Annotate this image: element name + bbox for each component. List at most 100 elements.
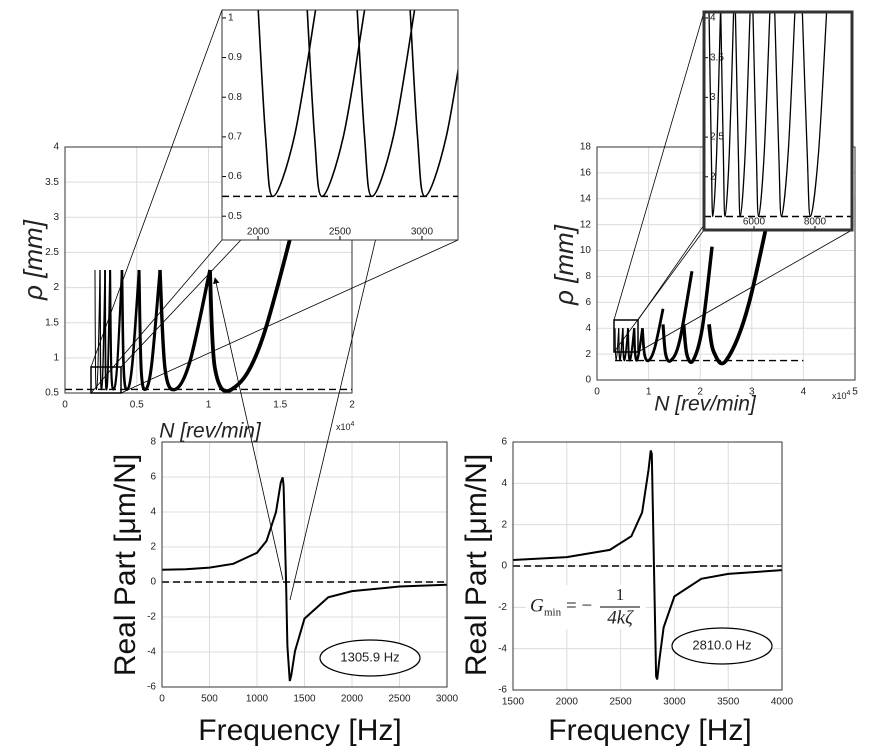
multiplier-base: x10 (832, 391, 847, 401)
series-line (162, 477, 447, 682)
y-tick-label: -4 (498, 643, 507, 654)
annotation: 2810.0 Hz (692, 637, 751, 652)
axis-multiplier: x104 (832, 390, 851, 402)
y-tick-label: 6 (150, 472, 156, 483)
x-tick-label: 3000 (436, 694, 459, 705)
chart: 0 500 1000 1500 2000 2500 3000 -6 -4 -2 0 2 4 6 8 Real … (109, 437, 459, 747)
multiplier-exponent: 4 (351, 421, 355, 428)
series-line (257, 10, 317, 198)
y-tick-label: 8 (150, 437, 156, 448)
plot-area (704, 12, 852, 218)
formula-subscript: min (544, 607, 562, 619)
y-tick-label: 4 (710, 13, 716, 24)
series-line (513, 450, 782, 680)
formula-lhs: G (530, 595, 544, 616)
y-tick-label: 2 (53, 282, 59, 293)
series-line (614, 328, 620, 362)
plot-frame (64, 146, 353, 394)
x-tick-label: 6000 (743, 217, 766, 228)
y-tick-label: 8 (585, 271, 591, 282)
y-tick-label: 10 (580, 245, 592, 256)
x-tick-label: 2 (349, 400, 355, 411)
x-tick-label: 1500 (293, 694, 316, 705)
y-axis-label: Real Part [μm/N] (109, 454, 142, 676)
y-tick-label: 0 (150, 577, 156, 588)
plot-area (65, 147, 352, 393)
x-tick-label: 1500 (502, 697, 525, 708)
x-tick-label: 1 (206, 400, 212, 411)
y-tick-label: 4 (585, 323, 591, 334)
y-tick-label: 16 (580, 168, 592, 179)
series-line (356, 10, 416, 198)
inset-chart: 2000 2500 3000 0.5 0.6 0.7 0.8 0.9 1 (221, 9, 459, 241)
y-tick-label: 0 (501, 561, 507, 572)
y-tick-label: -4 (147, 647, 156, 658)
series-line (621, 328, 629, 362)
y-tick-label: 18 (580, 142, 592, 153)
axis-multiplier: x104 (336, 421, 355, 433)
multiplier-base: x10 (336, 422, 351, 432)
y-axis-label: ρ [mm] (18, 219, 48, 301)
plot-area (513, 450, 782, 680)
zoom-line (613, 11, 705, 321)
x-axis-label: Frequency [Hz] (198, 714, 401, 747)
series-line (120, 269, 141, 391)
y-tick-label: 1 (53, 352, 59, 363)
y-tick-label: 6 (501, 437, 507, 448)
plot-frame (221, 9, 459, 241)
x-tick-label: 0.5 (130, 400, 144, 411)
y-tick-label: -6 (498, 685, 507, 696)
multiplier-exponent: 4 (847, 390, 851, 397)
y-tick-label: 2 (501, 519, 507, 530)
arrow (213, 277, 284, 581)
y-tick-label: 14 (580, 193, 592, 204)
y-tick-label: 2 (150, 542, 156, 553)
y-tick-label: 0.8 (228, 92, 242, 103)
x-tick-label: 3 (749, 387, 755, 398)
x-tick-label: 500 (201, 694, 218, 705)
x-tick-label: 1 (646, 387, 652, 398)
chart: 0 0.5 1 1.5 20.511.522.533.54ρ [mm]N [rev/mi… (18, 142, 355, 443)
y-tick-label: 3.5 (45, 177, 59, 188)
x-tick-label: 2 (697, 387, 703, 398)
series-line (661, 270, 694, 363)
series-line (626, 328, 636, 362)
y-tick-label: 1 (228, 13, 234, 24)
x-axis-label: Frequency [Hz] (548, 714, 751, 747)
arrow (289, 199, 387, 601)
series-line (641, 308, 665, 363)
x-tick-label: 4 (801, 387, 807, 398)
x-tick-label: 2500 (329, 227, 352, 238)
y-tick-label: 2 (710, 171, 716, 182)
series-line (108, 269, 124, 391)
x-tick-label: 0 (159, 694, 165, 705)
x-tick-label: 3000 (663, 697, 686, 708)
y-tick-label: 0.9 (228, 52, 242, 63)
x-tick-label: 3000 (411, 227, 434, 238)
formula-numerator: 1 (616, 585, 625, 604)
series-line (720, 12, 735, 218)
formula-equals: = − (566, 595, 592, 616)
chart: 1500 2000 2500 3000 3500 4000 -6 -4 -2 0 2 4 6 Real P… (460, 437, 794, 747)
inset-background (222, 10, 458, 240)
y-tick-label: 3.5 (710, 52, 724, 63)
x-tick-label: 2500 (609, 697, 632, 708)
y-tick-label: 0.7 (228, 132, 242, 143)
series-line (774, 12, 796, 218)
plot-area (162, 477, 447, 682)
x-tick-label: 2500 (388, 694, 411, 705)
y-tick-label: 4 (53, 142, 59, 153)
zoom-line (613, 229, 705, 353)
x-tick-label: 8000 (804, 217, 827, 228)
series-line (409, 10, 458, 198)
annotation-bubble (671, 627, 773, 665)
zoom-line (120, 239, 459, 394)
y-tick-label: 12 (580, 219, 592, 230)
plot-frame (702, 10, 854, 232)
zoom-line (90, 239, 223, 394)
x-tick-label: 0 (62, 400, 68, 411)
plot-area (222, 10, 458, 198)
x-axis-label: N [rev/min] (159, 420, 262, 443)
x-tick-label: 3500 (717, 697, 740, 708)
